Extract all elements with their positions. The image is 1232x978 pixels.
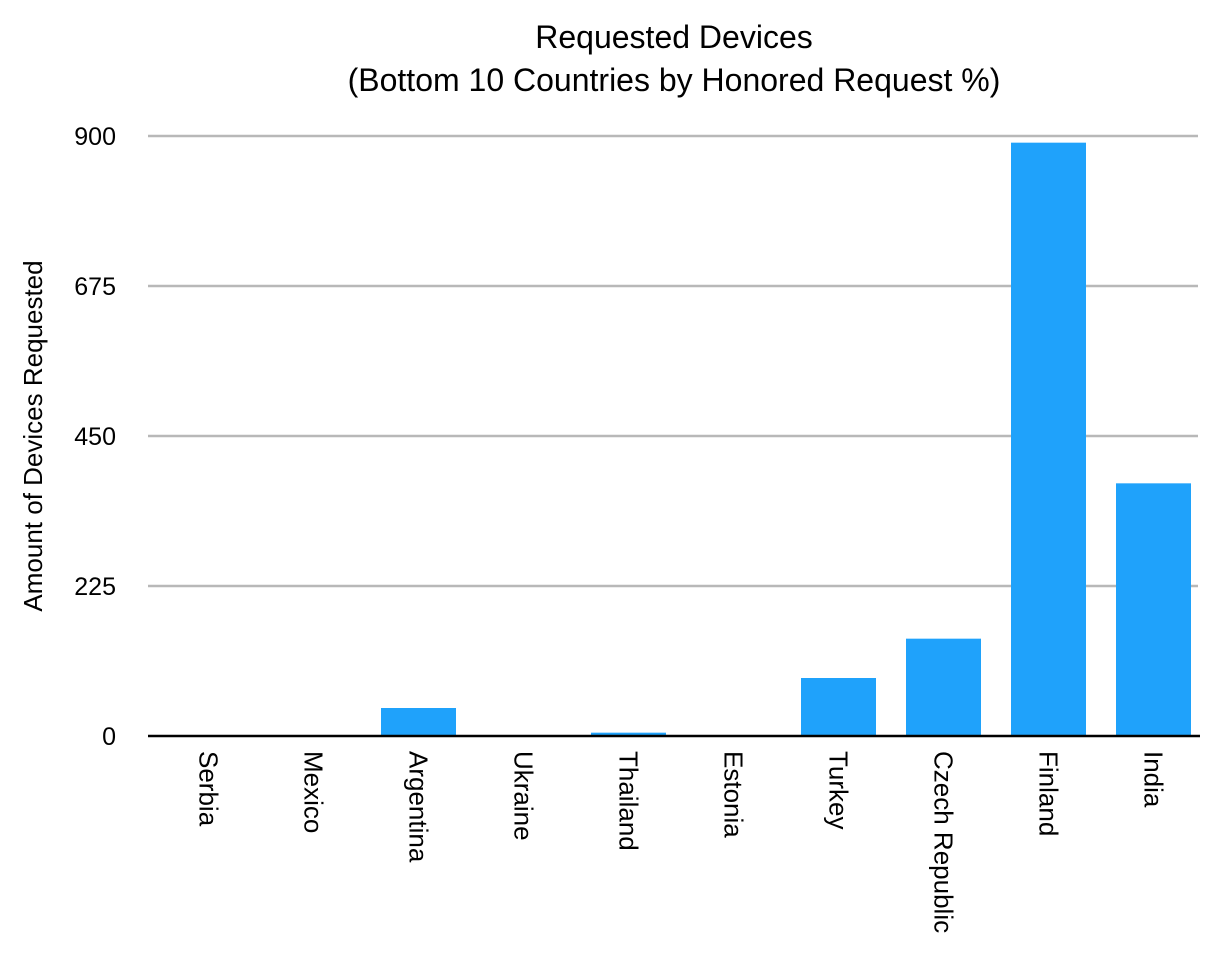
x-tick-label: Argentina (404, 751, 434, 863)
bar-india (1116, 483, 1191, 736)
bar-thailand (591, 732, 666, 736)
y-axis-label: Amount of Devices Requested (18, 260, 48, 611)
x-tick-label: Finland (1034, 751, 1064, 836)
x-tick-label: Ukraine (509, 751, 539, 841)
y-tick-label: 675 (74, 273, 116, 301)
y-tick-labels: 0 225 450 675 900 (74, 123, 116, 751)
y-tick-label: 225 (74, 573, 116, 601)
bar-finland (1011, 142, 1086, 736)
x-tick-label: Turkey (824, 751, 854, 830)
x-tick-label: India (1139, 751, 1169, 808)
x-tick-label: Thailand (614, 751, 644, 851)
bar-turkey (801, 678, 876, 736)
y-tick-label: 900 (74, 123, 116, 151)
chart-title: Requested Devices (535, 19, 812, 55)
y-tick-label: 450 (74, 423, 116, 451)
x-tick-label: Mexico (299, 751, 329, 833)
bars (381, 142, 1191, 736)
bar-argentina (381, 708, 456, 736)
x-tick-label: Czech Republic (929, 751, 959, 933)
x-tick-labels: Serbia Mexico Argentina Ukraine Thailand Esto… (194, 751, 1169, 933)
chart-subtitle: (Bottom 10 Countries by Honored Request … (348, 62, 1001, 98)
x-tick-label: Estonia (719, 751, 749, 838)
x-tick-label: Serbia (194, 751, 224, 827)
y-tick-label: 0 (102, 723, 116, 751)
bar-czech-republic (906, 638, 981, 736)
